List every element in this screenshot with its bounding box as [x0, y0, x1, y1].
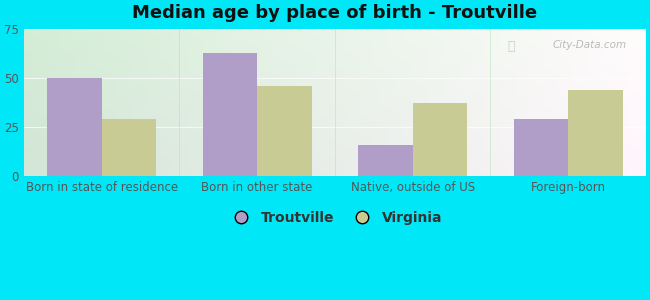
- Bar: [101, 119, 156, 176]
- Bar: [203, 53, 257, 176]
- Bar: [257, 86, 311, 176]
- Bar: [514, 119, 568, 176]
- Bar: [358, 145, 413, 176]
- Text: ⦿: ⦿: [508, 40, 515, 52]
- Text: City-Data.com: City-Data.com: [553, 40, 627, 50]
- Bar: [568, 90, 623, 176]
- Bar: [413, 103, 467, 176]
- Legend: Troutville, Virginia: Troutville, Virginia: [222, 205, 448, 230]
- Title: Median age by place of birth - Troutville: Median age by place of birth - Troutvill…: [133, 4, 538, 22]
- Bar: [47, 78, 101, 176]
